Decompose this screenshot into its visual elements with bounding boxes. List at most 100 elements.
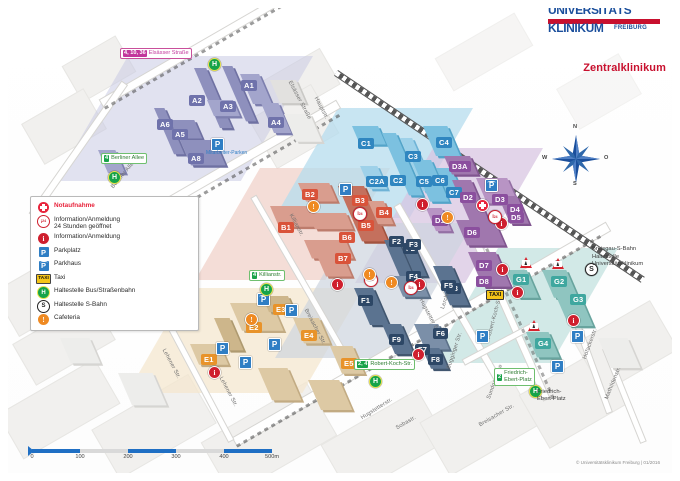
information-marker[interactable]: i [567, 314, 580, 327]
parking-lot-marker[interactable]: P [216, 342, 229, 355]
legend-label-information: Information/Anmeldung [54, 233, 121, 241]
building-label-f5: F5 [441, 280, 457, 291]
tram-stop-name: Robert-Koch-Str. [370, 361, 413, 367]
building-label-d8: D8 [476, 276, 492, 287]
sbahn-stop-marker[interactable]: S [585, 263, 598, 276]
building-label-b6: B6 [339, 232, 355, 243]
legend-item-sbahn-stop: S Haltestelle S-Bahn [37, 299, 193, 313]
compass-rose: N S W O [539, 124, 613, 192]
parking-lot-marker[interactable]: P [476, 330, 489, 343]
information-marker[interactable]: i [496, 263, 509, 276]
legend-item-tram-stop: H Haltestelle Bus/Straßenbahn [37, 286, 193, 300]
tram-stop-label[interactable]: 4, 10, 36 Elsässer Straße [120, 48, 192, 59]
tram-stop-label[interactable]: 2, 4 Robert-Koch-Str. [354, 359, 416, 370]
parking-lot-marker[interactable]: P [571, 330, 584, 343]
parking-lot-icon: P [37, 247, 50, 258]
legend-item-information: i Information/Anmeldung [37, 233, 193, 245]
staff-parking-label: Mitarbeiter-Parken [206, 150, 248, 156]
parking-lot-marker[interactable]: P [285, 304, 298, 317]
legend-label-parkhaus: Parkhaus [54, 260, 81, 268]
legend-item-notaufnahme: Notaufnahme [37, 202, 193, 213]
cafeteria-marker[interactable]: ! [363, 268, 376, 281]
tram-stop-marker[interactable]: H [529, 385, 542, 398]
scale-tick: 500m [265, 454, 279, 460]
tram-stop-marker[interactable]: H [208, 58, 221, 71]
building-label-c1: C1 [358, 138, 374, 149]
tram-stop-label[interactable]: 2 Friedrich- Ebert-Platz [494, 368, 535, 386]
legend-label-information-24h-line2: 24 Stunden geöffnet [54, 223, 112, 231]
tram-stop-marker[interactable]: H [369, 375, 382, 388]
taxi-icon: TAXI [35, 274, 52, 285]
information-marker[interactable]: i [416, 198, 429, 211]
legend-label-taxi: Taxi [54, 273, 66, 281]
information-marker[interactable]: i [511, 286, 524, 299]
sbahn-stop-icon: S [37, 299, 50, 313]
tram-stop-marker[interactable]: H [108, 171, 121, 184]
information-marker[interactable]: i [412, 348, 425, 361]
tram-stop-label[interactable]: 4 Berliner Allee [101, 153, 148, 164]
scale-tick: 300 [171, 454, 181, 460]
construction-warning-icon [528, 320, 540, 331]
construction-warning-icon [552, 258, 564, 269]
building-label-b7: B7 [335, 253, 351, 264]
university-hospital-logo: UNIVERSITÄTS KLINIKUM FREIBURG [548, 8, 666, 42]
parking-lot-marker[interactable]: P [339, 183, 352, 196]
cafeteria-marker[interactable]: ! [307, 200, 320, 213]
building-label-c6: C6 [432, 175, 448, 186]
tram-stop-name: Friedrich- Ebert-Platz [504, 370, 532, 384]
parking-lot-marker[interactable]: P [551, 360, 564, 373]
building-label-b2: B2 [302, 189, 318, 200]
legend-item-parkplatz: P Parkplatz [37, 247, 193, 258]
page-title: Zentralklinikum [583, 62, 666, 74]
tram-stop-label[interactable]: 4 Killianstr. [249, 270, 285, 281]
building-label-c2: C2 [390, 175, 406, 186]
emergency-marker[interactable] [476, 199, 489, 212]
building-label-f8: F8 [428, 354, 444, 365]
building-label-a8: A8 [188, 153, 204, 164]
tram-stop-name: Berliner Allee [111, 155, 145, 161]
tram-stop-marker[interactable]: H [260, 283, 273, 296]
building-label-a6: A6 [157, 119, 173, 130]
scale-tick: 100 [75, 454, 85, 460]
logo-line-klinikum: KLINIKUM [548, 21, 604, 35]
information-marker[interactable]: i [208, 366, 221, 379]
building-label-g1: G1 [513, 274, 530, 285]
building-label-a5: A5 [172, 129, 188, 140]
map-label: Friedrich- [537, 389, 562, 395]
scale-segment [80, 449, 128, 453]
parking-lot-marker[interactable]: P [239, 356, 252, 369]
logo-line-freiburg: FREIBURG [614, 25, 647, 31]
cafeteria-marker[interactable]: ! [385, 276, 398, 289]
building-label-f4: F4 [406, 271, 422, 282]
building-label-d5: D5 [508, 212, 524, 223]
legend-label-cafeteria: Cafeteria [54, 314, 80, 322]
information-marker[interactable]: i [331, 278, 344, 291]
parking-garage-icon: P [37, 260, 50, 271]
legend-label-parkplatz: Parkplatz [54, 246, 81, 254]
map-legend: Notaufnahme i 24 Information/Anmeldung 24… [30, 196, 199, 332]
map-label: Ebert-Platz [537, 396, 566, 402]
building-block [308, 213, 354, 230]
campus-map[interactable]: Elsässer Straße Berliner Allee Breisacher … [8, 8, 672, 473]
tram-stop-name: Killianstr. [259, 272, 282, 278]
building-label-e1: E1 [201, 354, 217, 365]
legend-item-taxi: TAXI Taxi [35, 273, 193, 285]
building-label-b5: B5 [358, 220, 374, 231]
parking-lot-marker[interactable]: P [268, 338, 281, 351]
cafeteria-icon: ! [37, 314, 50, 326]
legend-label-information-24h-line1: Information/Anmeldung [54, 215, 121, 223]
building-label-g2: G2 [551, 276, 568, 287]
taxi-marker[interactable]: TAXI [486, 290, 505, 300]
emergency-cross-icon [37, 202, 50, 213]
building-label-d3: D3 [492, 194, 508, 205]
tram-line-badge: 4 [104, 155, 110, 162]
tram-stop-name-line2: Ebert-Platz [504, 377, 532, 383]
building-label-c7: C7 [446, 187, 462, 198]
cafeteria-marker[interactable]: ! [245, 313, 258, 326]
cafeteria-marker[interactable]: ! [441, 211, 454, 224]
parking-garage-marker[interactable]: P [485, 179, 498, 192]
parking-lot-marker[interactable]: P [211, 138, 224, 151]
